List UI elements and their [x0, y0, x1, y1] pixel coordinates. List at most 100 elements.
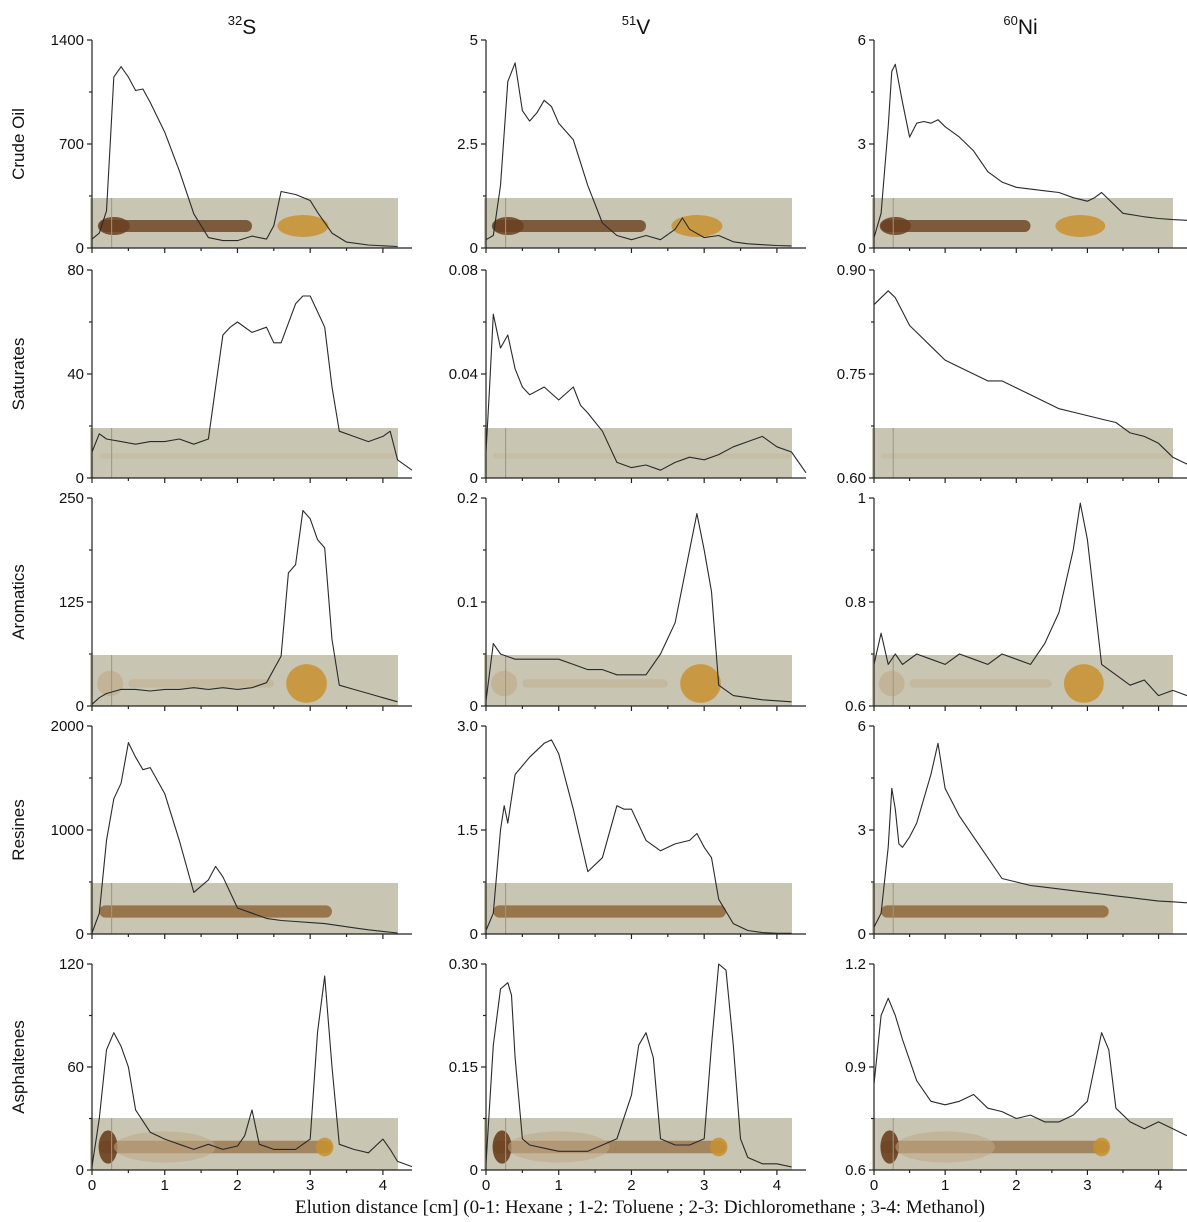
y-tick-label: 80: [67, 262, 84, 279]
y-tick-label: 0: [470, 926, 478, 943]
isotope-mass: 60: [1003, 13, 1017, 28]
y-tick-label: 0: [470, 698, 478, 715]
y-tick-label: 0.30: [449, 956, 478, 973]
plate-band: [881, 453, 1173, 459]
column-titles: 32S 51V 60Ni: [228, 13, 1038, 39]
isotope-mass: 51: [622, 13, 636, 28]
plate-spot: [878, 670, 905, 697]
element-symbol: S: [242, 16, 256, 39]
panel-crude-oil-s: 0 700 1400: [51, 32, 412, 257]
x-tick-label: 1: [941, 1177, 949, 1194]
row-label-crude-oil: Crude Oil: [9, 108, 28, 180]
y-tick-label: 250: [59, 490, 84, 507]
plate-band: [493, 220, 646, 232]
plate-spot: [507, 1131, 610, 1163]
signal-trace: [485, 963, 792, 1168]
plate-spot: [277, 215, 329, 237]
y-tick-label: 6: [858, 718, 866, 735]
y-tick-label: 0.60: [837, 470, 866, 487]
element-symbol: Ni: [1018, 16, 1038, 39]
y-tick-label: 0: [76, 1162, 84, 1179]
y-tick-label: 3: [858, 822, 866, 839]
y-tick-label: 40: [67, 366, 84, 383]
y-tick-label: 6: [858, 32, 866, 49]
plate-spot: [491, 217, 524, 235]
panel-crude-oil-v: 02.55: [457, 32, 806, 257]
y-tick-label: 125: [59, 594, 84, 611]
x-tick-label: 1: [555, 1177, 563, 1194]
plate-band: [909, 679, 1052, 688]
x-tick-label: 0: [482, 1177, 490, 1194]
panel-asphaltenes-s: 0 60 120 0 1 2 3 4: [59, 956, 413, 1194]
plate-spot: [98, 1130, 118, 1164]
panel-asphaltenes-v: 0 0.15 0.30 0 1 2 3 4: [449, 956, 806, 1194]
signal-trace: [873, 63, 1187, 238]
panel-aromatics-s: 0 125 250: [59, 490, 412, 715]
y-tick-label: 0.90: [837, 262, 866, 279]
panel-resines-v: 0 1.5 3.0: [457, 718, 806, 943]
y-tick-label: 0: [470, 1162, 478, 1179]
panel-asphaltenes-ni: 0.6 0.9 1.2 0 1 2 3 4: [845, 956, 1187, 1194]
y-tick-label: 120: [59, 956, 84, 973]
signal-trace: [873, 742, 1187, 928]
row-label-aromatics: Aromatics: [9, 564, 28, 640]
element-symbol: V: [636, 16, 650, 39]
y-tick-label: 0.6: [845, 698, 866, 715]
plate-spot: [492, 1130, 512, 1164]
x-tick-label: 3: [1083, 1177, 1091, 1194]
y-tick-label: 0: [470, 470, 478, 487]
x-tick-label: 4: [379, 1177, 387, 1194]
y-tick-label: 0.2: [457, 490, 478, 507]
column-title-v: 51V: [622, 13, 650, 39]
x-tick-label: 4: [1154, 1177, 1162, 1194]
signal-trace: [91, 66, 398, 248]
x-tick-label: 1: [161, 1177, 169, 1194]
column-title-ni: 60Ni: [1003, 13, 1037, 39]
row-label-saturates: Saturates: [9, 338, 28, 411]
y-tick-label: 0.08: [449, 262, 478, 279]
plate-spot: [710, 1137, 728, 1157]
y-tick-label: 5: [470, 32, 478, 49]
x-tick-label: 4: [773, 1177, 781, 1194]
signal-trace: [873, 997, 1187, 1137]
y-tick-label: 3: [858, 136, 866, 153]
signal-trace: [485, 739, 792, 934]
plate-spot: [286, 664, 327, 703]
tlc-plate: [484, 428, 792, 478]
x-tick-label: 3: [700, 1177, 708, 1194]
signal-trace: [91, 742, 398, 934]
panels: Crude Oil Saturates Aromatics Resines Asphal…: [9, 32, 1187, 1194]
plate-spot: [1055, 215, 1106, 237]
plate-band: [128, 679, 274, 688]
y-tick-label: 1000: [51, 822, 84, 839]
y-tick-label: 0: [76, 240, 84, 257]
x-axis-title: Elution distance [cm] (0-1: Hexane ; 1-2…: [295, 1197, 985, 1218]
y-tick-label: 0.1: [457, 594, 478, 611]
y-tick-label: 0.75: [837, 366, 866, 383]
row-label-asphaltenes: Asphaltenes: [9, 1020, 28, 1114]
y-tick-label: 0.6: [845, 1162, 866, 1179]
x-tick-label: 0: [88, 1177, 96, 1194]
plate-spot: [1063, 664, 1104, 703]
signal-trace: [873, 290, 1187, 465]
y-tick-label: 1400: [51, 32, 84, 49]
panel-aromatics-ni: 0.6 0.8 1: [845, 490, 1187, 715]
y-tick-label: 2.5: [457, 136, 478, 153]
plate-spot: [680, 664, 721, 703]
panel-crude-oil-ni: 0 3 6: [858, 32, 1187, 257]
plate-spot: [879, 217, 911, 235]
tlc-plate: [872, 428, 1173, 478]
panel-saturates-ni: 0.60 0.75 0.90: [837, 262, 1187, 487]
y-tick-label: 0.04: [449, 366, 478, 383]
signal-trace: [91, 295, 413, 471]
plate-spot: [880, 1130, 899, 1164]
y-tick-label: 0: [76, 926, 84, 943]
row-label-resines: Resines: [9, 799, 28, 860]
x-tick-label: 0: [870, 1177, 878, 1194]
y-tick-label: 0.8: [845, 594, 866, 611]
y-tick-label: 0: [858, 926, 866, 943]
y-tick-label: 0: [76, 470, 84, 487]
plate-spot: [491, 670, 518, 697]
plate-band: [881, 220, 1031, 232]
